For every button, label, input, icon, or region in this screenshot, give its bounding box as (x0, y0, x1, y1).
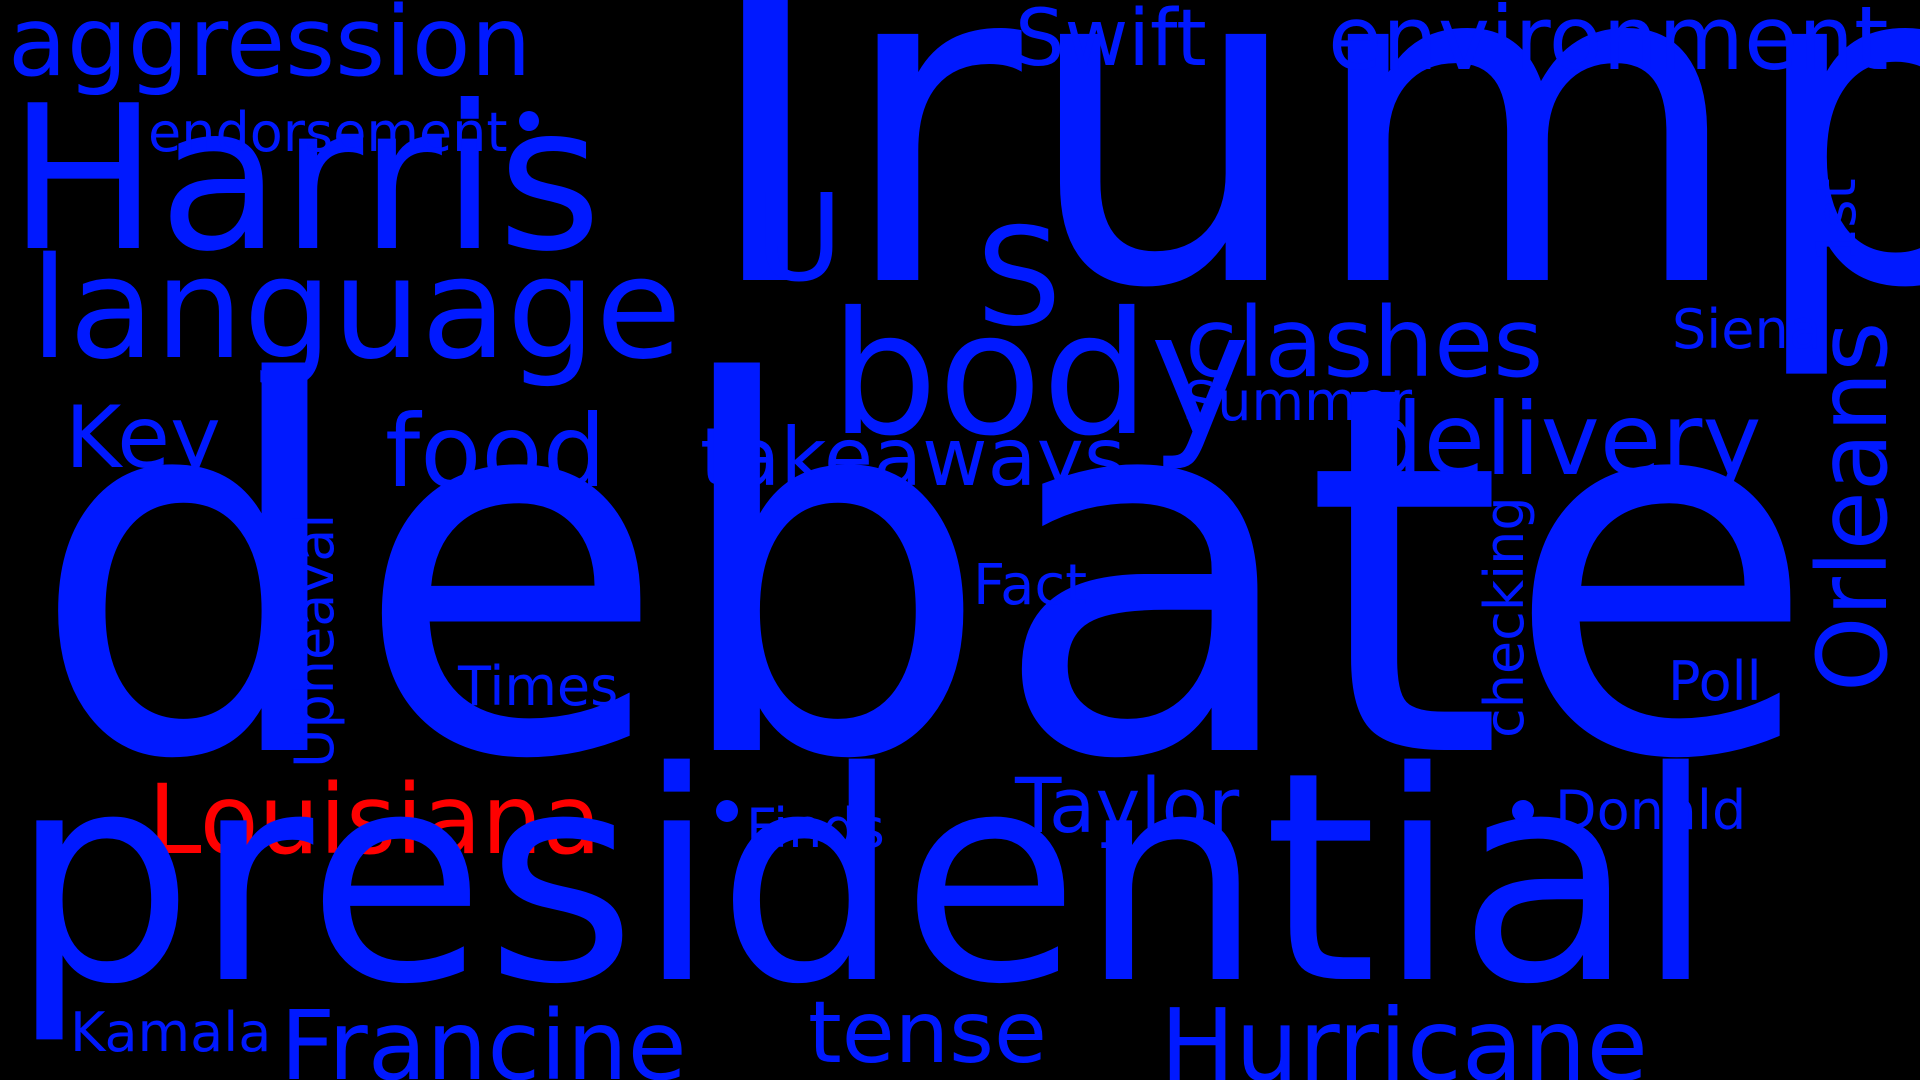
word-louisiana: Louisiana (148, 764, 602, 876)
word-language: language (30, 228, 682, 391)
word-trump: Trump (628, 0, 1920, 387)
word-endorsement: endorsement (148, 101, 508, 164)
word-upheaval: Upheaval (283, 513, 346, 768)
word-delivery: delivery (1360, 381, 1762, 498)
dot-louisiana (716, 800, 738, 822)
word-times: Times (458, 655, 619, 718)
word-presidential: presidential (10, 711, 1716, 1048)
word-hurricane: Hurricane (1160, 987, 1648, 1080)
word-kamala: Kamala (70, 1001, 272, 1064)
word-finds: Finds (746, 797, 885, 860)
word-key: Key (65, 388, 221, 488)
word-harris: Harris (8, 63, 602, 296)
word-s: S (976, 199, 1062, 356)
word-siena: Siena (1672, 298, 1822, 361)
word-food: food (385, 393, 607, 510)
word-takeaways: takeaways (700, 411, 1126, 504)
dot-donald (1512, 800, 1534, 822)
word-orleans: Orleans (1797, 321, 1909, 692)
word-clashes: clashes (1185, 287, 1544, 399)
dot-endorsement (519, 111, 539, 131)
word-donald: Donald (1555, 779, 1747, 842)
word-aggression: aggression (8, 0, 532, 98)
word-environment: environment (1328, 0, 1889, 90)
word-taylor: Taylor (1015, 761, 1240, 850)
word-swift: Swift (1015, 0, 1207, 84)
word-first: 1st (1805, 178, 1868, 262)
word-poll: Poll (1668, 650, 1762, 713)
word-checking: checking (1473, 496, 1536, 738)
word-summer: Summer (1183, 370, 1413, 433)
word-body: body (830, 276, 1251, 474)
word-francine: Francine (280, 990, 687, 1080)
word-tense: tense (808, 983, 1047, 1080)
word-fact: Fact (973, 553, 1088, 618)
word-u: U (755, 170, 843, 309)
word-debate: debate (30, 278, 1818, 871)
